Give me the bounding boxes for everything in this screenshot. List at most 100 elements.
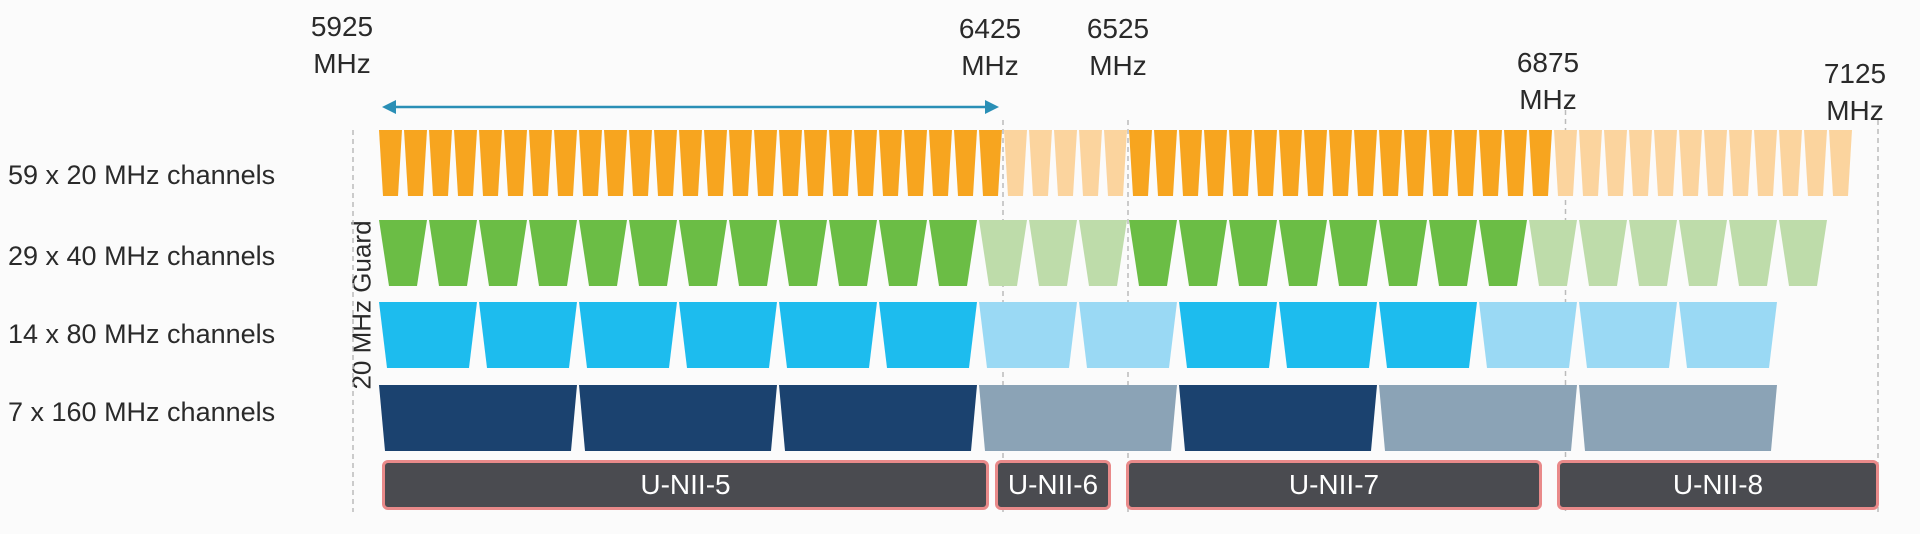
channel-40mhz-7 — [679, 220, 727, 286]
channel-20mhz-18 — [804, 130, 827, 196]
channel-20mhz-31 — [1129, 130, 1152, 196]
freq-label-6525: 6525 MHz — [1086, 13, 1150, 81]
channel-40mhz-16 — [1129, 220, 1177, 286]
channel-160mhz-6 — [1379, 385, 1577, 451]
channel-40mhz-21 — [1379, 220, 1427, 286]
channel-80mhz-9 — [1179, 302, 1277, 368]
channel-20mhz-6 — [504, 130, 527, 196]
channel-80mhz-2 — [479, 302, 577, 368]
channel-20mhz-21 — [879, 130, 902, 196]
channel-20mhz-5 — [479, 130, 502, 196]
channel-20mhz-27 — [1029, 130, 1052, 196]
channel-40mhz-18 — [1229, 220, 1277, 286]
channel-20mhz-23 — [929, 130, 952, 196]
channel-20mhz-13 — [679, 130, 702, 196]
channel-20mhz-55 — [1729, 130, 1752, 196]
channel-40mhz-15 — [1079, 220, 1127, 286]
channel-20mhz-53 — [1679, 130, 1702, 196]
channel-20mhz-57 — [1779, 130, 1802, 196]
channel-20mhz-19 — [829, 130, 852, 196]
channel-80mhz-6 — [879, 302, 977, 368]
channel-20mhz-12 — [654, 130, 677, 196]
channel-20mhz-43 — [1429, 130, 1452, 196]
channel-20mhz-2 — [404, 130, 427, 196]
channel-20mhz-8 — [554, 130, 577, 196]
channel-40mhz-27 — [1679, 220, 1727, 286]
channel-40mhz-14 — [1029, 220, 1077, 286]
channel-40mhz-5 — [579, 220, 627, 286]
channel-20mhz-46 — [1504, 130, 1527, 196]
channel-40mhz-24 — [1529, 220, 1577, 286]
channel-40mhz-12 — [929, 220, 977, 286]
channel-40mhz-17 — [1179, 220, 1227, 286]
row-label-20mhz: 59 x 20 MHz channels — [8, 160, 276, 190]
arrow-head-right — [985, 100, 999, 114]
channel-20mhz-48 — [1554, 130, 1577, 196]
channel-20mhz-30 — [1104, 130, 1127, 196]
channel-40mhz-1 — [379, 220, 427, 286]
channel-80mhz-4 — [679, 302, 777, 368]
channel-20mhz-4 — [454, 130, 477, 196]
channel-20mhz-34 — [1204, 130, 1227, 196]
channel-20mhz-33 — [1179, 130, 1202, 196]
arrow-head-left — [382, 100, 396, 114]
channel-20mhz-45 — [1479, 130, 1502, 196]
channel-80mhz-13 — [1579, 302, 1677, 368]
channel-20mhz-29 — [1079, 130, 1102, 196]
channel-160mhz-5 — [1179, 385, 1377, 451]
row-label-80mhz: 14 x 80 MHz channels — [8, 319, 276, 349]
channel-20mhz-50 — [1604, 130, 1627, 196]
channel-20mhz-32 — [1154, 130, 1177, 196]
channel-20mhz-11 — [629, 130, 652, 196]
channel-20mhz-25 — [979, 130, 1002, 196]
channel-40mhz-2 — [429, 220, 477, 286]
channel-40mhz-3 — [479, 220, 527, 286]
row-label-40mhz: 29 x 40 MHz channels — [8, 241, 276, 271]
channel-40mhz-8 — [729, 220, 777, 286]
channel-20mhz-14 — [704, 130, 727, 196]
channel-20mhz-26 — [1004, 130, 1027, 196]
band-unii-7: U-NII-7 — [1126, 460, 1542, 510]
unii5-span-arrow — [382, 100, 999, 114]
channel-20mhz-35 — [1229, 130, 1252, 196]
channel-20mhz-56 — [1754, 130, 1777, 196]
channel-20mhz-44 — [1454, 130, 1477, 196]
channel-20mhz-16 — [754, 130, 777, 196]
channel-20mhz-3 — [429, 130, 452, 196]
channel-20mhz-41 — [1379, 130, 1402, 196]
channel-80mhz-1 — [379, 302, 477, 368]
channel-20mhz-22 — [904, 130, 927, 196]
channel-20mhz-52 — [1654, 130, 1677, 196]
channel-80mhz-8 — [1079, 302, 1177, 368]
channel-40mhz-10 — [829, 220, 877, 286]
channel-20mhz-1 — [379, 130, 402, 196]
channel-20mhz-20 — [854, 130, 877, 196]
freq-label-6425: 6425 MHz — [958, 13, 1022, 81]
band-unii-5: U-NII-5 — [382, 460, 989, 510]
channel-40mhz-28 — [1729, 220, 1777, 286]
channel-40mhz-26 — [1629, 220, 1677, 286]
channel-160mhz-1 — [379, 385, 577, 451]
channel-40mhz-20 — [1329, 220, 1377, 286]
channel-80mhz-12 — [1479, 302, 1577, 368]
channel-40mhz-29 — [1779, 220, 1827, 286]
channel-80mhz-10 — [1279, 302, 1377, 368]
channel-20mhz-37 — [1279, 130, 1302, 196]
channel-20mhz-36 — [1254, 130, 1277, 196]
channel-40mhz-4 — [529, 220, 577, 286]
channel-160mhz-2 — [579, 385, 777, 451]
channel-40mhz-23 — [1479, 220, 1527, 286]
channel-20mhz-47 — [1529, 130, 1552, 196]
channel-20mhz-40 — [1354, 130, 1377, 196]
channel-20mhz-51 — [1629, 130, 1652, 196]
channel-20mhz-54 — [1704, 130, 1727, 196]
channel-160mhz-4 — [979, 385, 1177, 451]
channel-20mhz-24 — [954, 130, 977, 196]
channel-20mhz-7 — [529, 130, 552, 196]
channel-80mhz-3 — [579, 302, 677, 368]
channel-20mhz-10 — [604, 130, 627, 196]
channel-40mhz-25 — [1579, 220, 1627, 286]
channel-40mhz-13 — [979, 220, 1027, 286]
channel-20mhz-38 — [1304, 130, 1327, 196]
